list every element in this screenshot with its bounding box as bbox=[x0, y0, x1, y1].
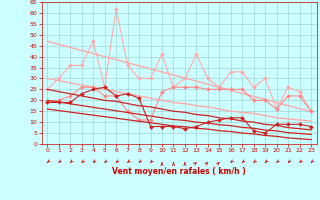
X-axis label: Vent moyen/en rafales ( km/h ): Vent moyen/en rafales ( km/h ) bbox=[112, 167, 246, 176]
